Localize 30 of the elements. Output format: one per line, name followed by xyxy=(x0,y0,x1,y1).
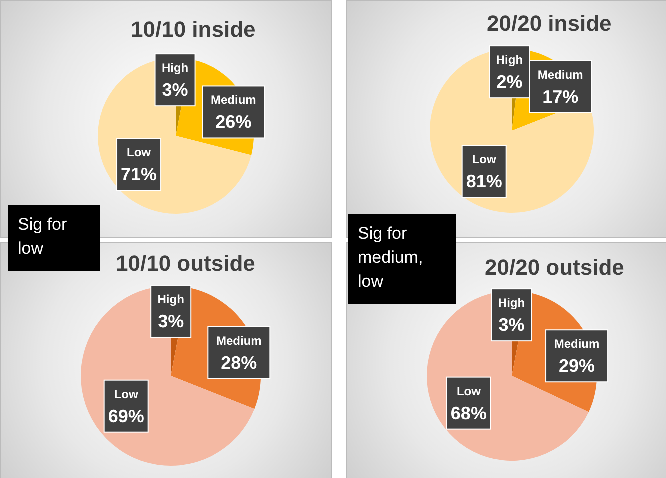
slice-label: Medium xyxy=(211,93,256,108)
data-label: 3% xyxy=(158,311,184,332)
chart-title: 20/20 outside xyxy=(485,255,624,281)
slice-label: High xyxy=(158,292,184,306)
slice-label: High xyxy=(498,296,526,310)
chart-title: 10/10 inside xyxy=(131,17,256,43)
text: Sig for medium, low xyxy=(348,214,456,304)
data-label: 71% xyxy=(121,164,158,185)
slice-label: High xyxy=(496,53,524,68)
slice-label: Medium xyxy=(554,337,600,352)
data-label: 28% xyxy=(221,352,258,373)
data-label: 29% xyxy=(559,356,596,376)
data-label: 3% xyxy=(498,315,525,336)
data-label: 26% xyxy=(216,112,252,132)
data-label: 17% xyxy=(542,86,579,107)
data-label: 69% xyxy=(108,406,144,426)
slice-label: High xyxy=(162,61,189,76)
slice-label: Low xyxy=(456,384,482,398)
data-label: 3% xyxy=(162,80,188,100)
slice-label: Low xyxy=(114,387,139,402)
text: Sig for low xyxy=(8,205,100,271)
data-label: 2% xyxy=(496,72,523,92)
chart-title: 10/10 outside xyxy=(116,251,256,277)
slice-label: Low xyxy=(472,152,498,167)
data-label: 81% xyxy=(466,172,502,192)
data-label: 68% xyxy=(450,403,487,424)
slice-label: Low xyxy=(127,146,152,160)
slice-label: Medium xyxy=(538,68,584,82)
chart-title: 20/20 inside xyxy=(487,11,612,37)
slice-label: Medium xyxy=(216,334,262,348)
